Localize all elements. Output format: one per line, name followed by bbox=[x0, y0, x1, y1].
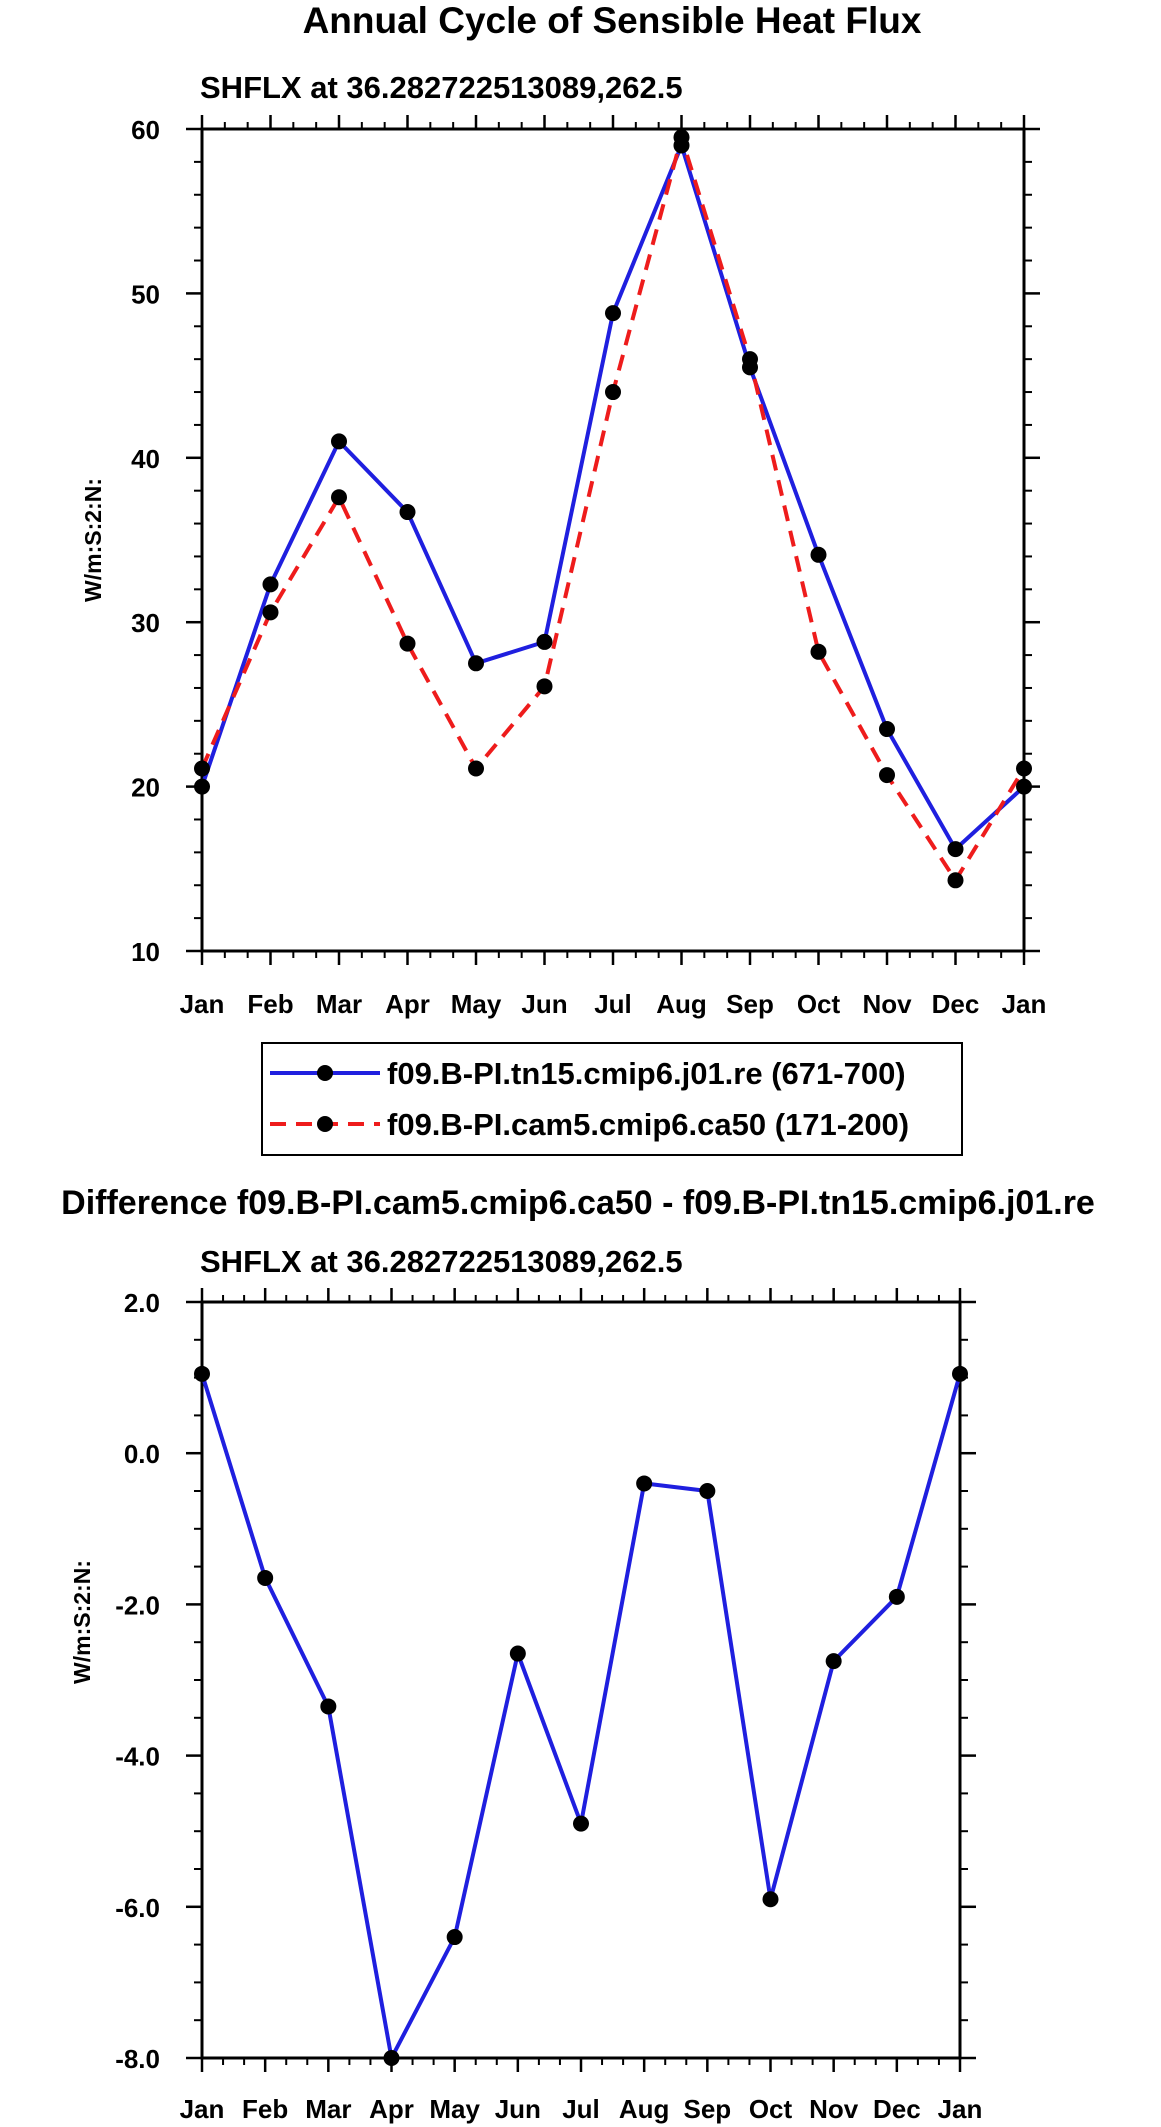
top-series-2-point bbox=[1016, 760, 1032, 777]
bottom-y-tick-label: 2.0 bbox=[124, 1288, 160, 1318]
top-x-tick-label: Apr bbox=[385, 989, 430, 1019]
bottom-series-1-point bbox=[446, 1929, 463, 1946]
bottom-series-1-line bbox=[200, 1373, 962, 2060]
top-y-tick-label: 50 bbox=[131, 279, 160, 309]
bottom-series-1-point bbox=[257, 1569, 274, 1586]
bottom-series-1-point bbox=[383, 2050, 400, 2066]
bottom-series-1-point bbox=[320, 1698, 337, 1715]
top-series-2-point bbox=[194, 760, 210, 777]
bottom-x-tick-label: Dec bbox=[873, 2094, 921, 2124]
top-x-tick-label: Mar bbox=[316, 989, 362, 1019]
bottom-series-1-point bbox=[636, 1475, 653, 1492]
top-series-2-point bbox=[331, 489, 347, 506]
bottom-chart: Difference f09.B-PI.cam5.cmip6.ca50 - f0… bbox=[61, 1184, 1095, 2124]
bottom-chart-subtitle: SHFLX at 36.282722513089,262.5 bbox=[200, 1244, 683, 1279]
top-series-1-point bbox=[947, 841, 964, 858]
top-x-tick-label: Jan bbox=[180, 989, 225, 1019]
bottom-y-tick-label: -2.0 bbox=[115, 1590, 160, 1620]
top-chart-subtitle: SHFLX at 36.282722513089,262.5 bbox=[200, 70, 683, 105]
legend-marker-series-1 bbox=[317, 1065, 333, 1081]
top-series-2-point bbox=[947, 872, 964, 889]
top-x-tick-label: Sep bbox=[726, 989, 774, 1019]
top-series-2-point bbox=[673, 129, 690, 146]
top-series-2-point bbox=[536, 678, 553, 695]
top-y-tick-label: 30 bbox=[131, 608, 160, 638]
top-y-tick-label: 60 bbox=[131, 115, 160, 145]
top-x-tick-label: Dec bbox=[932, 989, 980, 1019]
bottom-y-tick-label: -4.0 bbox=[115, 1742, 160, 1772]
top-x-tick-label: May bbox=[451, 989, 502, 1019]
bottom-x-tick-label: Apr bbox=[369, 2094, 414, 2124]
legend-marker-series-2 bbox=[317, 1116, 333, 1132]
bottom-x-tick-label: Feb bbox=[242, 2094, 288, 2124]
bottom-y-tick-label: -8.0 bbox=[115, 2044, 160, 2074]
top-x-tick-label: Oct bbox=[797, 989, 841, 1019]
legend-entry-series-1: f09.B-PI.tn15.cmip6.j01.re (671-700) bbox=[387, 1056, 906, 1091]
top-series-1-point bbox=[331, 433, 347, 450]
top-series-1-point bbox=[262, 576, 279, 593]
bottom-x-tick-label: Jun bbox=[495, 2094, 541, 2124]
bottom-x-tick-label: Oct bbox=[749, 2094, 793, 2124]
bottom-x-tick-label: Nov bbox=[809, 2094, 859, 2124]
top-y-tick-label: 40 bbox=[131, 444, 160, 474]
bottom-series-1-point bbox=[509, 1645, 526, 1662]
bottom-series-1-point bbox=[952, 1365, 968, 1382]
top-x-tick-label: Jul bbox=[594, 989, 632, 1019]
top-series-1-line bbox=[200, 143, 1026, 852]
legend: f09.B-PI.tn15.cmip6.j01.re (671-700) f09… bbox=[261, 1042, 963, 1156]
bottom-x-tick-label: Sep bbox=[683, 2094, 731, 2124]
top-plot-frame bbox=[200, 127, 1026, 953]
bottom-x-tick-label: Mar bbox=[305, 2094, 351, 2124]
top-series-1-point bbox=[605, 305, 621, 322]
top-x-tick-label: Jan bbox=[1002, 989, 1047, 1019]
top-x-tick-label: Aug bbox=[656, 989, 707, 1019]
bottom-x-tick-label: Aug bbox=[619, 2094, 670, 2124]
bottom-series-1-point bbox=[194, 1365, 210, 1382]
top-series-2-point bbox=[605, 384, 621, 401]
top-series-2-point bbox=[262, 604, 279, 621]
top-series-1-point bbox=[810, 546, 827, 563]
bottom-y-tick-label: 0.0 bbox=[124, 1439, 160, 1469]
top-series-2-point bbox=[879, 767, 895, 784]
top-series-1-point bbox=[879, 721, 895, 738]
top-series-2-point bbox=[742, 351, 758, 368]
top-series-2-point bbox=[468, 760, 484, 777]
top-chart: SHFLX at 36.282722513089,262.5 W/m:S:2:N… bbox=[80, 70, 1046, 1019]
legend-entry-series-2: f09.B-PI.cam5.cmip6.ca50 (171-200) bbox=[387, 1107, 909, 1142]
top-series-1-point bbox=[536, 633, 553, 650]
bottom-series-1-point bbox=[699, 1483, 716, 1499]
bottom-series-1-point bbox=[888, 1588, 905, 1605]
top-series-2-point bbox=[399, 635, 416, 652]
bottom-series-1-point bbox=[573, 1815, 589, 1832]
bottom-x-tick-label: Jan bbox=[938, 2094, 983, 2124]
main-title: Annual Cycle of Sensible Heat Flux bbox=[303, 0, 922, 41]
top-x-tick-label: Nov bbox=[862, 989, 912, 1019]
top-series-1-point bbox=[1016, 778, 1032, 795]
top-x-tick-label: Feb bbox=[247, 989, 293, 1019]
bottom-x-tick-label: Jul bbox=[562, 2094, 600, 2124]
top-series-2-point bbox=[810, 643, 827, 660]
bottom-series-1-point bbox=[762, 1891, 779, 1908]
top-chart-ylabel: W/m:S:2:N: bbox=[80, 478, 106, 602]
bottom-series-1-point bbox=[825, 1653, 842, 1670]
top-x-tick-label: Jun bbox=[521, 989, 567, 1019]
top-series-2-line bbox=[200, 135, 1026, 883]
bottom-x-tick-label: Jan bbox=[180, 2094, 225, 2124]
top-y-tick-label: 10 bbox=[131, 937, 160, 967]
bottom-chart-title: Difference f09.B-PI.cam5.cmip6.ca50 - f0… bbox=[61, 1184, 1095, 1222]
top-series-1-point bbox=[194, 778, 210, 795]
bottom-y-tick-label: -6.0 bbox=[115, 1893, 160, 1923]
legend-box bbox=[261, 1042, 963, 1156]
top-series-1-point bbox=[399, 504, 416, 521]
bottom-chart-ylabel: W/m:S:2:N: bbox=[69, 1560, 95, 1684]
bottom-x-tick-label: May bbox=[429, 2094, 480, 2124]
top-series-1-point bbox=[468, 655, 484, 672]
top-y-tick-label: 20 bbox=[131, 773, 160, 803]
